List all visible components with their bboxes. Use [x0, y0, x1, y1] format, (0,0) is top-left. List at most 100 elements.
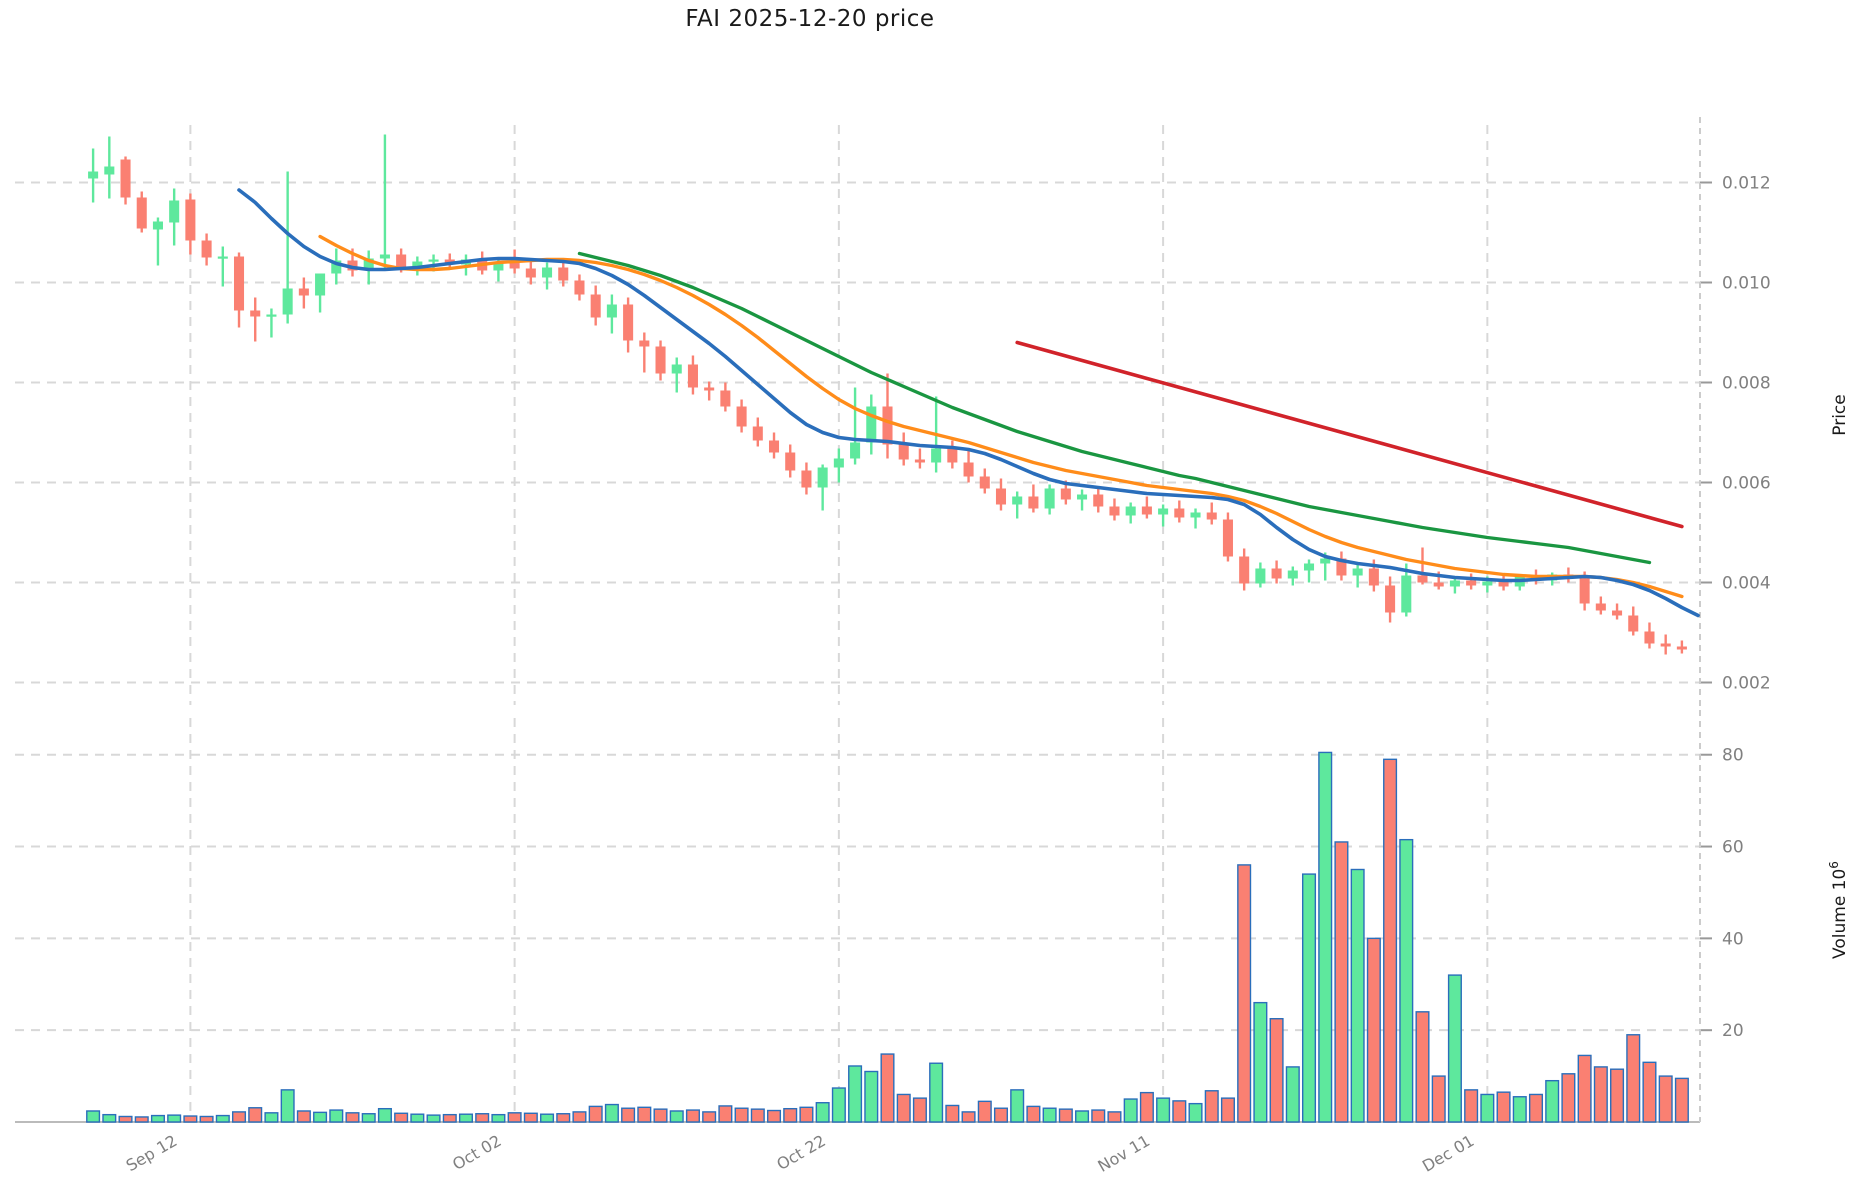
candle-body — [363, 258, 374, 271]
chart-title: FAI 2025-12-20 price — [685, 6, 935, 32]
x-tick-label: Nov 11 — [1095, 1131, 1154, 1176]
candlestick — [850, 387, 861, 465]
candle-body — [282, 288, 293, 315]
candle-body — [88, 171, 99, 179]
candlestick — [169, 188, 180, 246]
candlestick — [315, 273, 326, 313]
volume-bar — [912, 1097, 927, 1123]
candle-body — [1190, 512, 1201, 518]
candlestick — [1498, 575, 1509, 591]
volume-bar — [1285, 1066, 1300, 1123]
candlestick — [250, 297, 261, 342]
volume-bar — [426, 1114, 441, 1123]
candle-body — [1595, 603, 1606, 611]
volume-bar — [1123, 1098, 1138, 1123]
candlestick — [1012, 491, 1023, 519]
volume-bar — [1010, 1089, 1025, 1123]
candlestick — [1336, 551, 1347, 581]
volume-bar — [1658, 1075, 1673, 1123]
candlestick — [671, 357, 682, 393]
candle-body — [152, 221, 163, 230]
volume-bar — [1383, 758, 1398, 1123]
y-tick-label-volume: 40 — [1722, 929, 1744, 949]
volume-panel: 80 60 40 20 Volume 106 — [15, 710, 1850, 1123]
candlestick — [104, 136, 115, 199]
volume-bar — [1075, 1110, 1090, 1123]
candlestick — [1612, 603, 1623, 620]
candlestick — [1466, 573, 1477, 590]
volume-bar — [280, 1089, 295, 1123]
volume-bar — [1399, 838, 1414, 1123]
volume-bar — [1480, 1093, 1495, 1123]
candle-body — [1271, 568, 1282, 579]
volume-bar — [86, 1110, 101, 1123]
candlestick — [752, 417, 763, 447]
volume-bar — [1058, 1108, 1073, 1123]
candle-body — [1125, 506, 1136, 516]
candle-body — [542, 267, 553, 278]
candle-body — [525, 268, 536, 278]
volume-bar — [556, 1113, 571, 1123]
volume-bar — [1334, 841, 1349, 1123]
candlestick — [217, 246, 228, 287]
candle-body — [574, 280, 585, 295]
candle-body — [1628, 615, 1639, 632]
volume-bar — [961, 1111, 976, 1123]
candle-body — [331, 260, 342, 274]
x-axis: Sep 12 Oct 02 Oct 22 Nov 11 Dec 01 — [123, 1131, 1478, 1176]
volume-bar — [1610, 1068, 1625, 1123]
volume-bar — [1593, 1066, 1608, 1123]
volume-bar — [329, 1109, 344, 1123]
volume-bar — [799, 1106, 814, 1123]
volume-bar — [588, 1105, 603, 1123]
candle-body — [704, 387, 715, 391]
candlestick — [1141, 496, 1152, 519]
candlestick — [1044, 484, 1055, 515]
volume-bar — [134, 1116, 149, 1123]
candlestick — [1109, 498, 1120, 521]
candlestick — [914, 448, 925, 469]
candlestick — [1401, 563, 1412, 617]
candlestick — [1271, 560, 1282, 584]
candlestick — [1158, 504, 1169, 527]
volume-bar — [815, 1102, 830, 1123]
candle-body — [655, 346, 666, 374]
volume-bar — [264, 1112, 279, 1123]
candlestick — [590, 285, 601, 326]
volume-bar — [831, 1087, 846, 1123]
candlestick — [331, 248, 342, 285]
candlestick — [298, 277, 309, 309]
candlestick — [1385, 576, 1396, 623]
volume-bar — [1545, 1079, 1560, 1123]
candlestick — [1660, 634, 1671, 655]
candle-body — [1320, 558, 1331, 564]
candle-body — [898, 444, 909, 460]
candlestick — [1190, 508, 1201, 529]
candle-body — [1158, 508, 1169, 515]
volume-bar — [167, 1114, 182, 1123]
candle-body — [428, 259, 439, 262]
x-tick-label: Dec 01 — [1419, 1131, 1477, 1176]
volume-axis-title: Volume 106 — [1827, 861, 1850, 959]
candlestick — [1303, 559, 1315, 583]
volume-bar — [604, 1103, 619, 1123]
candle-body — [1482, 581, 1493, 586]
candle-body — [233, 256, 245, 311]
candlestick — [866, 394, 877, 455]
candlestick — [833, 448, 844, 483]
candle-body — [671, 364, 682, 374]
volume-bar — [1188, 1102, 1203, 1123]
candlestick — [444, 253, 455, 269]
candle-body — [266, 314, 277, 317]
candlestick — [1417, 547, 1428, 585]
candle-body — [963, 462, 974, 477]
volume-bar — [1464, 1089, 1479, 1123]
volume-bar — [1561, 1073, 1576, 1123]
volume-bar — [685, 1109, 700, 1123]
candlestick — [1644, 622, 1655, 649]
volume-bar — [734, 1107, 749, 1123]
volume-bar — [718, 1105, 733, 1123]
candle-body — [558, 267, 569, 281]
candlestick — [574, 274, 585, 301]
candle-body — [379, 254, 390, 259]
